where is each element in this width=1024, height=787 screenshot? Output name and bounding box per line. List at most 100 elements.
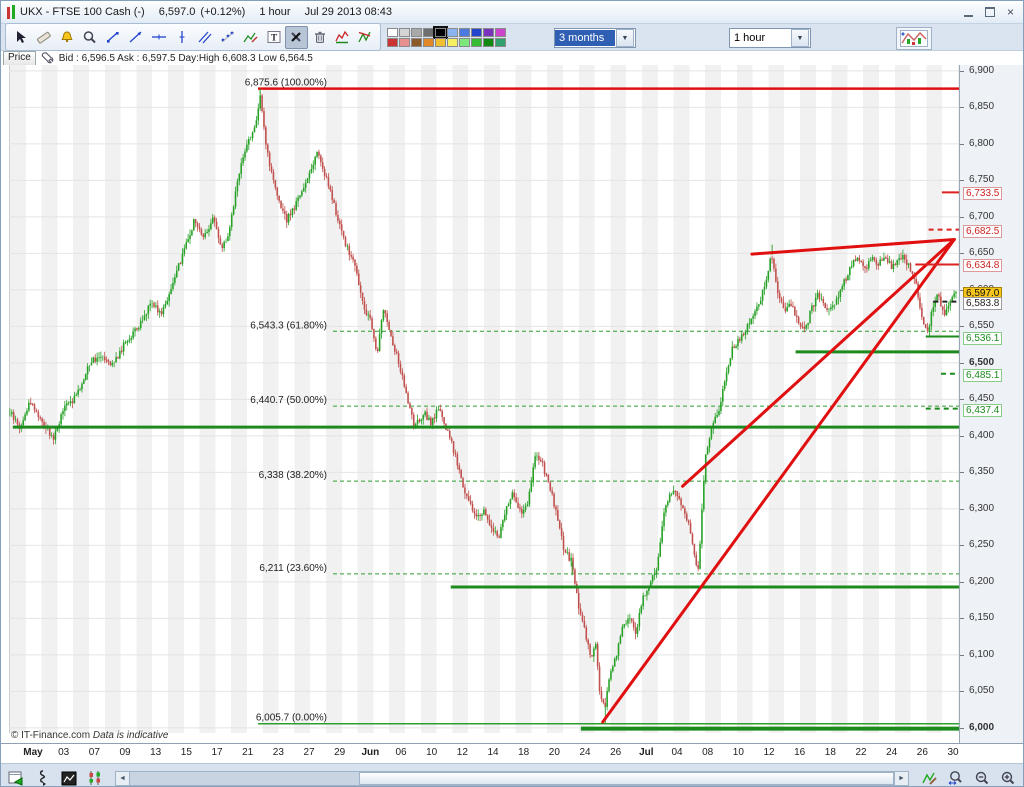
range-dropdown-value: 3 months [555,30,615,46]
color-swatch[interactable] [483,28,494,37]
chevron-down-icon[interactable]: ▼ [791,29,809,47]
color-swatch[interactable] [495,28,506,37]
trend-line[interactable] [752,239,954,254]
pointer-tool-button[interactable] [9,26,32,49]
axis-price-box: 6,536.1 [963,332,1002,345]
x-axis-tick-label: 26 [610,747,621,758]
y-axis-tickmark [960,655,964,656]
y-axis-tickmark [960,728,964,729]
x-axis-tick-label: 24 [579,747,590,758]
x-axis-tick-label: 03 [58,747,69,758]
x-axis-tick-label: 23 [273,747,284,758]
color-swatch[interactable] [447,38,458,47]
chevron-down-icon[interactable]: ▼ [616,29,634,47]
scrollbar-track[interactable] [130,771,894,786]
y-axis-tickmark [960,363,964,364]
title-bar[interactable]: UKX - FTSE 100 Cash (-) 6,597.0 (+0.12%)… [1,1,1023,24]
chart-canvas[interactable]: 6,875.6 (100.00%)6,543.3 (61.80%)6,440.7… [1,65,1024,743]
restore-icon[interactable] [983,7,996,18]
color-swatch[interactable] [387,28,398,37]
y-axis-tickmark [960,217,964,218]
x-axis-tick-label: May [23,747,42,758]
vertical-line-icon [173,29,191,45]
alarm-tool-button[interactable] [55,26,78,49]
export-chart-button[interactable] [7,769,26,787]
color-swatch[interactable] [423,28,434,37]
color-swatch[interactable] [435,38,446,47]
y-axis-tick-label: 6,400 [969,430,994,441]
horizontal-line-tool-button[interactable] [147,26,170,49]
scatter-line-icon [219,29,237,45]
parallel-lines-tool-button[interactable] [193,26,216,49]
range-dropdown[interactable]: 3 months ▼ [554,28,636,48]
color-swatch[interactable] [495,38,506,47]
x-axis[interactable]: May03070913151721232729Jun06101214182024… [1,743,1023,763]
color-swatch[interactable] [471,38,482,47]
analyze-chart-button[interactable] [920,769,939,787]
zoom-tool-button[interactable] [78,26,101,49]
color-swatch[interactable] [411,28,422,37]
mini-chart-button[interactable] [59,769,78,787]
y-axis-tickmark [960,326,964,327]
scroll-right-button[interactable]: ► [894,771,909,786]
y-axis[interactable]: 6,9006,8506,8006,7506,7006,6506,6006,550… [959,65,1024,743]
color-swatch[interactable] [459,38,470,47]
color-swatch[interactable] [483,38,494,47]
fib-label: 6,211 (23.60%) [259,563,327,574]
scroll-left-button[interactable]: ◄ [115,771,130,786]
zoom-out-button[interactable] [972,769,991,787]
fib-label: 6,338 (38.20%) [259,470,327,481]
vertical-line-tool-button[interactable] [170,26,193,49]
x-axis-tick-label: 24 [886,747,897,758]
y-axis-tickmark [960,253,964,254]
y-axis-tickmark [960,436,964,437]
minimize-icon[interactable] [962,7,975,18]
color-swatch[interactable] [459,28,470,37]
text-tool-button[interactable]: T [262,26,285,49]
pattern-wedge-tool-button[interactable] [354,26,377,49]
y-axis-tickmark [960,545,964,546]
y-axis-tickmark [960,582,964,583]
x-axis-tick-label: 12 [457,747,468,758]
y-axis-tickmark [960,509,964,510]
color-swatch[interactable] [399,28,410,37]
tools-panel: T [5,23,381,51]
segment-tool-button[interactable] [101,26,124,49]
scrollbar-thumb[interactable] [359,772,894,785]
color-swatch[interactable] [399,38,410,47]
x-axis-tick-label: 06 [395,747,406,758]
time-scrollbar[interactable]: ◄ ► [115,771,909,786]
close-icon[interactable]: × [1004,7,1017,18]
wrench-icon[interactable] [41,52,54,64]
color-swatch[interactable] [471,28,482,37]
scatter-line-tool-button[interactable] [216,26,239,49]
color-swatch[interactable] [387,38,398,47]
y-axis-tick-label: 6,350 [969,466,994,477]
data-note: Data is indicative [93,730,169,741]
color-swatch[interactable] [423,38,434,47]
x-axis-tick-label: 14 [487,747,498,758]
color-swatch[interactable] [435,28,446,37]
x-axis-tick-label: 22 [855,747,866,758]
axis-price-box: 6,634.8 [963,259,1002,272]
zoom-in-button[interactable] [998,769,1017,787]
y-axis-tick-label: 6,800 [969,138,994,149]
chart-draw-tool-button[interactable] [239,26,262,49]
tools-tool-button[interactable] [285,26,308,49]
pointer-icon [12,29,30,45]
axis-price-box: 6,485.1 [963,369,1002,382]
price-tab[interactable]: Price [3,51,36,66]
chart-style-button[interactable] [896,27,932,50]
y-axis-tickmark [960,472,964,473]
zoom-drag-button[interactable] [946,769,965,787]
candle-mode-button[interactable] [85,769,104,787]
trash-tool-button[interactable] [308,26,331,49]
color-swatch[interactable] [411,38,422,47]
pointer-link-button[interactable] [33,769,52,787]
interval-dropdown[interactable]: 1 hour ▼ [729,28,811,48]
ruler-tool-button[interactable] [32,26,55,49]
color-swatch[interactable] [447,28,458,37]
trendline-tool-button[interactable] [124,26,147,49]
pattern-flag-tool-button[interactable] [331,26,354,49]
y-axis-tick-label: 6,850 [969,101,994,112]
